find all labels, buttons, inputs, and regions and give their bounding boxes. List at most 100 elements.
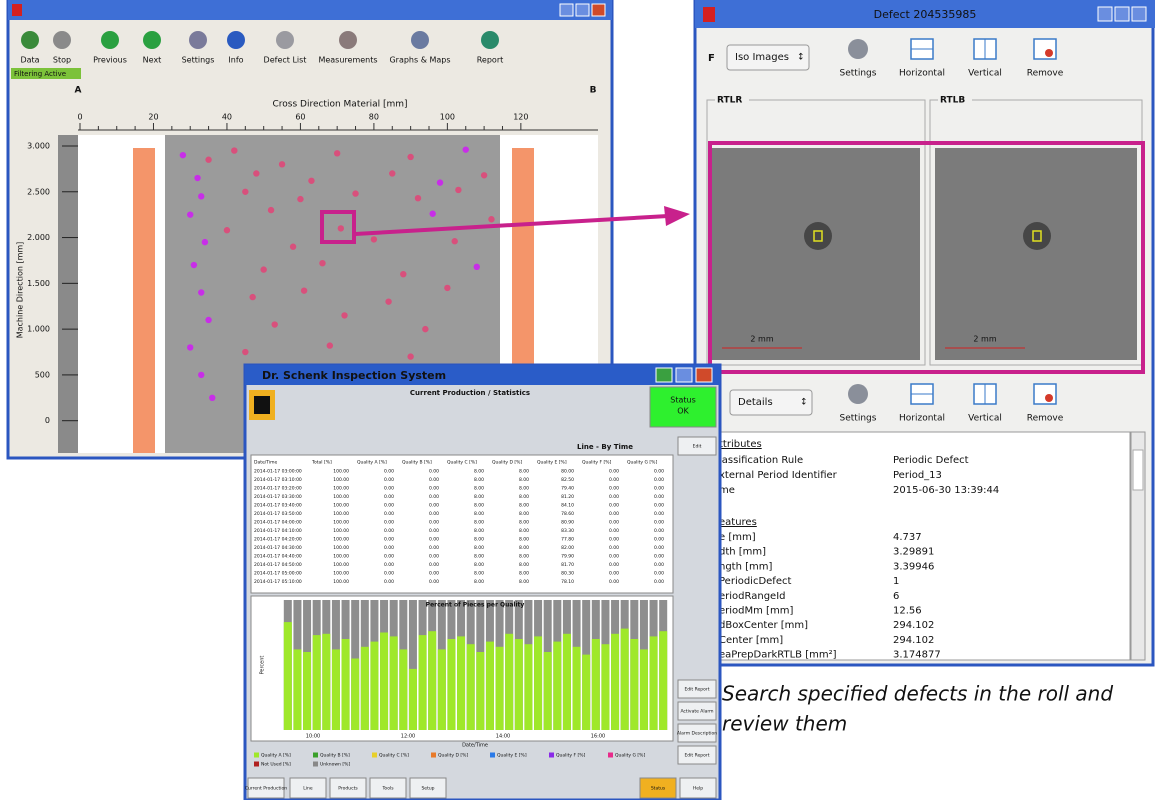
defect-marker[interactable]: [260, 266, 267, 273]
toolbar-button[interactable]: Remove: [1027, 414, 1064, 424]
defect-marker[interactable]: [249, 293, 256, 301]
nav-button[interactable]: [679, 777, 717, 799]
defect-marker[interactable]: [473, 263, 480, 271]
toolbar-icon[interactable]: [143, 31, 161, 49]
defect-marker[interactable]: [187, 211, 194, 218]
scroll-thumb[interactable]: [1132, 449, 1144, 491]
defect-marker[interactable]: [451, 238, 458, 245]
side-button[interactable]: [677, 679, 717, 699]
toolbar-icon[interactable]: [21, 31, 39, 49]
nav-button-label[interactable]: Products: [338, 786, 358, 792]
defect-marker[interactable]: [370, 236, 378, 243]
nav-button[interactable]: [247, 777, 285, 799]
defect-marker[interactable]: [389, 170, 396, 177]
side-button[interactable]: [677, 701, 717, 721]
toolbar-button[interactable]: Settings: [840, 414, 877, 424]
side-button[interactable]: [677, 436, 717, 456]
nav-button-label[interactable]: Setup: [421, 786, 434, 792]
defect-marker[interactable]: [223, 227, 231, 234]
toolbar-icon[interactable]: [411, 31, 429, 49]
nav-button-label[interactable]: Current Production: [245, 786, 287, 792]
window-control[interactable]: [1131, 6, 1147, 22]
defect-marker[interactable]: [205, 316, 212, 324]
toolbar-button[interactable]: Vertical: [968, 414, 1002, 424]
defect-marker[interactable]: [436, 179, 444, 186]
defect-marker[interactable]: [209, 394, 216, 402]
defect-marker[interactable]: [271, 321, 278, 328]
dropdown-label[interactable]: Iso Images: [735, 52, 789, 63]
defect-marker[interactable]: [289, 243, 297, 250]
dropdown[interactable]: [729, 389, 813, 416]
defect-marker[interactable]: [337, 225, 345, 232]
defect-marker[interactable]: [407, 153, 414, 161]
defect-marker[interactable]: [242, 188, 249, 195]
toolbar-button[interactable]: Previous: [93, 56, 127, 65]
defect-marker[interactable]: [198, 289, 205, 296]
toolbar-button[interactable]: Report: [477, 56, 504, 65]
defect-marker[interactable]: [407, 353, 414, 360]
defect-marker[interactable]: [253, 170, 260, 177]
defect-marker[interactable]: [198, 371, 205, 379]
defect-marker[interactable]: [267, 206, 275, 214]
defect-marker[interactable]: [385, 298, 392, 305]
side-button-label[interactable]: Activate Alarm: [680, 709, 713, 715]
toolbar-icon[interactable]: [53, 31, 71, 49]
nav-button[interactable]: [409, 777, 447, 799]
side-button-label[interactable]: Edit: [693, 444, 702, 450]
toolbar-icon[interactable]: [276, 31, 294, 49]
side-button[interactable]: [677, 745, 717, 765]
window-control[interactable]: [575, 3, 590, 17]
defect-marker[interactable]: [205, 156, 212, 163]
defect-marker[interactable]: [333, 150, 341, 157]
toolbar-button[interactable]: Graphs & Maps: [389, 56, 450, 65]
defect-marker[interactable]: [242, 348, 249, 356]
side-button-label[interactable]: Edit Report: [684, 687, 709, 693]
nav-button[interactable]: [289, 777, 327, 799]
defect-marker[interactable]: [194, 174, 201, 182]
nav-button[interactable]: [369, 777, 407, 799]
defect-marker[interactable]: [400, 270, 407, 278]
nav-button[interactable]: [639, 777, 677, 799]
defect-marker[interactable]: [462, 146, 469, 153]
toolbar-button[interactable]: Info: [228, 56, 243, 65]
toolbar-button[interactable]: Horizontal: [899, 69, 945, 79]
window-control[interactable]: [695, 367, 713, 383]
window-control[interactable]: [559, 3, 574, 17]
side-button[interactable]: [677, 723, 717, 743]
nav-button-label[interactable]: Help: [693, 786, 703, 792]
toolbar-button[interactable]: Next: [143, 56, 162, 65]
toolbar-icon[interactable]: [481, 31, 499, 49]
defect-marker[interactable]: [488, 216, 495, 223]
defect-marker[interactable]: [444, 284, 451, 292]
window-control[interactable]: [1097, 6, 1113, 22]
toolbar-button[interactable]: Measurements: [318, 56, 377, 65]
toolbar-button[interactable]: Settings: [840, 69, 877, 79]
dropdown-label[interactable]: Details: [738, 397, 773, 408]
toolbar-button[interactable]: Settings: [182, 56, 215, 65]
nav-button-label[interactable]: Status: [651, 786, 666, 792]
window-control[interactable]: [675, 367, 693, 383]
defect-marker[interactable]: [179, 151, 187, 159]
toolbar-button[interactable]: Horizontal: [899, 414, 945, 424]
window-control[interactable]: [655, 367, 673, 383]
defect-marker[interactable]: [201, 238, 209, 246]
defect-marker[interactable]: [278, 161, 286, 168]
nav-button-label[interactable]: Tools: [381, 786, 394, 792]
side-button-label[interactable]: Edit Report: [684, 753, 709, 759]
toolbar-button[interactable]: Data: [20, 56, 39, 65]
toolbar-button[interactable]: Remove: [1027, 69, 1064, 79]
defect-marker[interactable]: [414, 194, 422, 202]
window-control[interactable]: [1114, 6, 1130, 22]
defect-marker[interactable]: [300, 287, 308, 294]
dropdown[interactable]: [726, 44, 810, 71]
defect-marker[interactable]: [231, 147, 238, 154]
defect-marker[interactable]: [352, 190, 359, 197]
toolbar-button[interactable]: Defect List: [264, 56, 307, 65]
toolbar-button[interactable]: Vertical: [968, 69, 1002, 79]
toolbar-icon[interactable]: [101, 31, 119, 49]
defect-marker[interactable]: [187, 344, 194, 351]
defect-marker[interactable]: [429, 210, 436, 217]
defect-marker[interactable]: [422, 325, 429, 333]
defect-marker[interactable]: [341, 312, 348, 319]
defect-marker[interactable]: [190, 261, 198, 269]
